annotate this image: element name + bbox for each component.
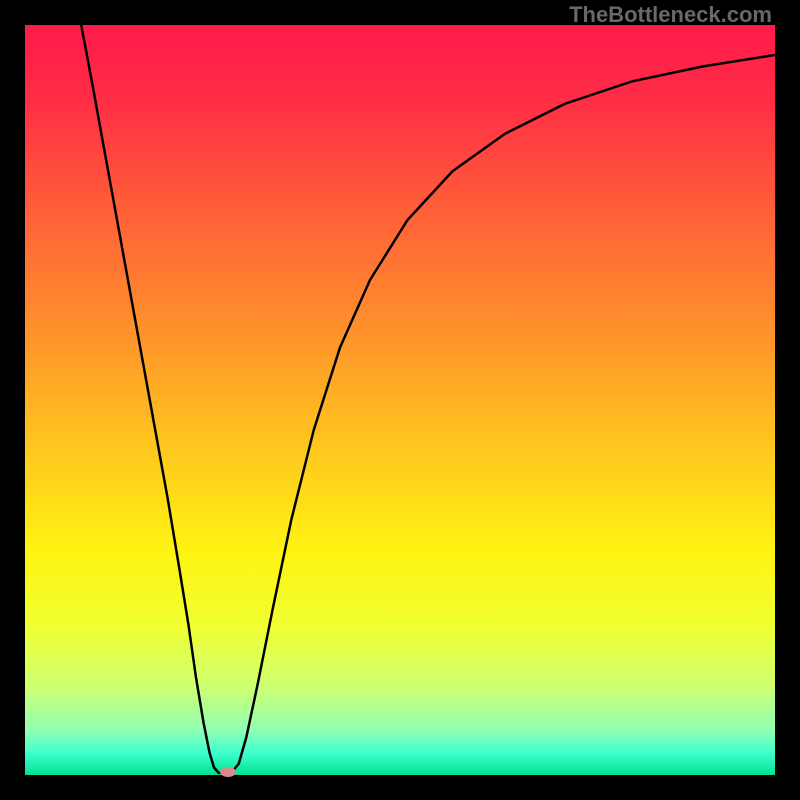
plot-area [25, 25, 775, 775]
watermark-text: TheBottleneck.com [569, 2, 772, 28]
minimum-marker [220, 767, 236, 777]
chart-container: TheBottleneck.com [0, 0, 800, 800]
